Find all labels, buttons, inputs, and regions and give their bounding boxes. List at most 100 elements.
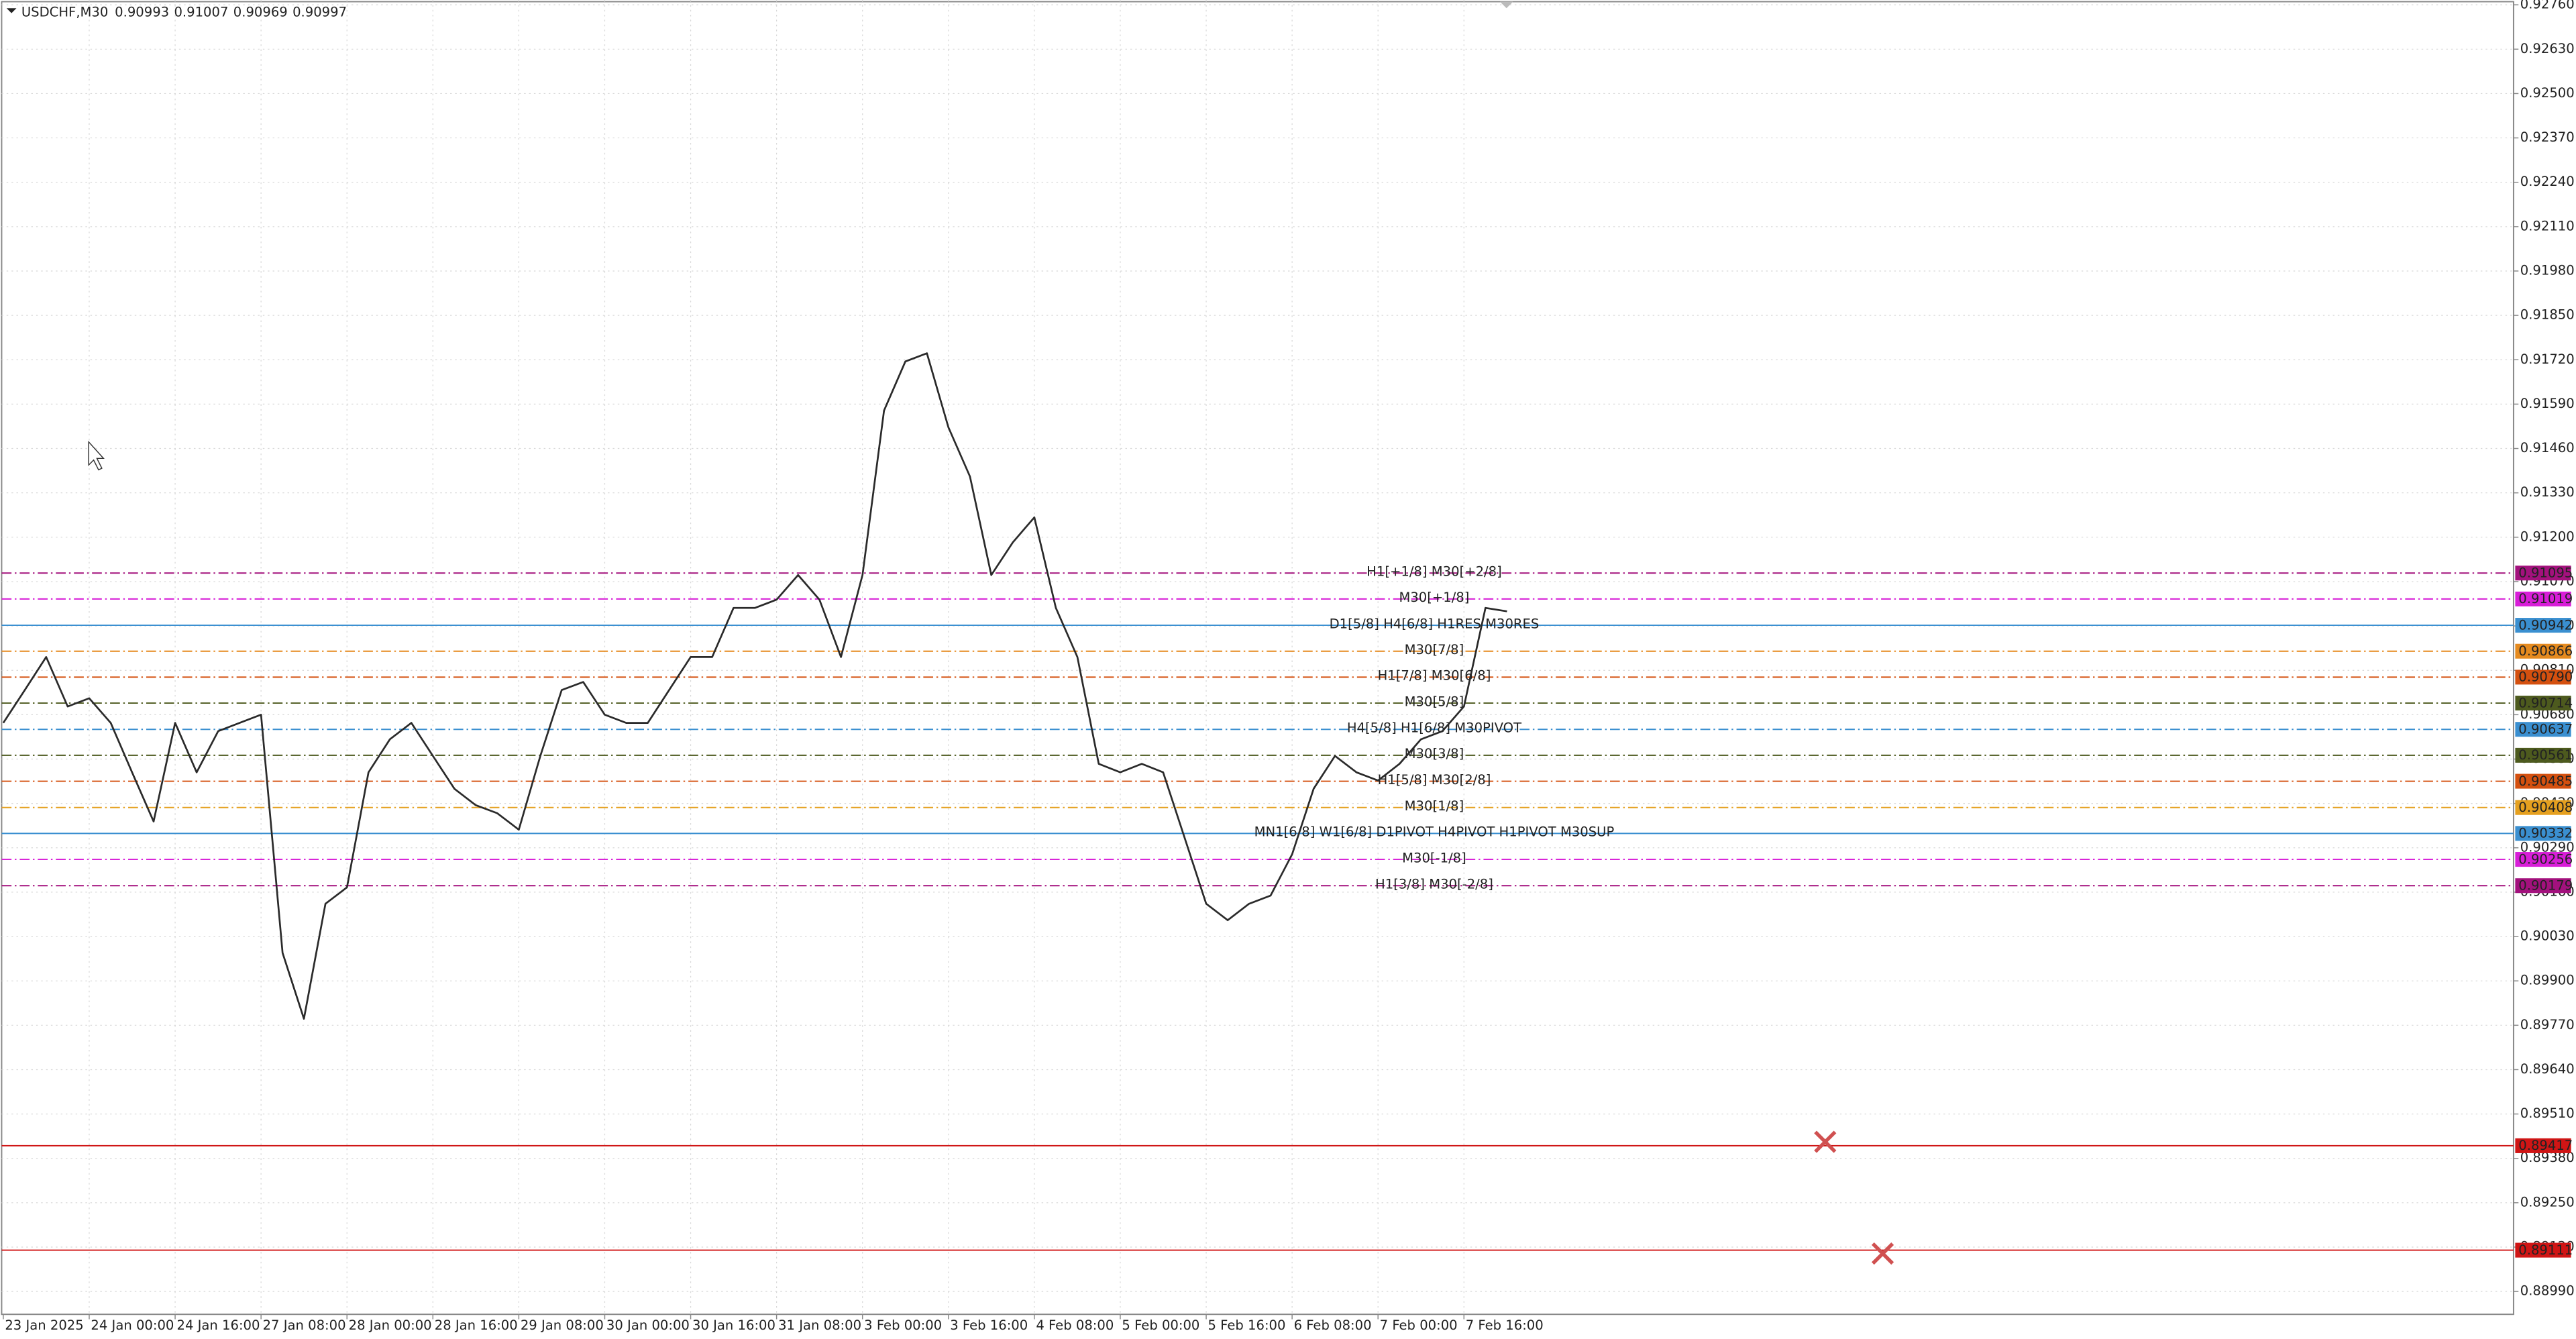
level-text: M30[3/8] bbox=[1405, 746, 1464, 761]
shift-marker[interactable] bbox=[1499, 1, 1513, 9]
level-text: H1[+1/8] M30[+2/8] bbox=[1366, 564, 1502, 580]
level-text: M30[5/8] bbox=[1405, 694, 1464, 709]
high: 0.91007 bbox=[174, 4, 228, 19]
y-tick-label: 0.91590 bbox=[2520, 396, 2575, 411]
open: 0.90993 bbox=[115, 4, 169, 19]
x-tick-label: 31 Jan 08:00 bbox=[778, 1318, 861, 1333]
level-text: H1[7/8] M30[6/8] bbox=[1378, 668, 1491, 684]
x-tick-label: 28 Jan 00:00 bbox=[349, 1318, 432, 1333]
x-tick-label: 29 Jan 08:00 bbox=[521, 1318, 604, 1333]
level-tag-label: 0.90179 bbox=[2518, 877, 2573, 893]
x-tick-label: 5 Feb 00:00 bbox=[1122, 1318, 1199, 1333]
level-tag bbox=[2515, 747, 2571, 763]
y-tick-label: 0.89250 bbox=[2520, 1194, 2575, 1210]
y-tick-label: 0.89640 bbox=[2520, 1061, 2575, 1077]
symbol: USDCHF,M30 bbox=[21, 4, 109, 19]
menu-arrow[interactable] bbox=[6, 8, 17, 13]
y-tick-label: 0.90290 bbox=[2520, 839, 2575, 855]
level-tag bbox=[2515, 826, 2571, 841]
y-tick-label: 0.88990 bbox=[2520, 1283, 2575, 1299]
level-tag bbox=[2515, 878, 2571, 894]
level-text: MN1[6/8] W1[6/8] D1PIVOT H4PIVOT H1PIVOT… bbox=[1254, 824, 1615, 840]
level-tag bbox=[2515, 722, 2571, 737]
level-tag bbox=[2515, 1242, 2571, 1258]
level-text: M30[1/8] bbox=[1405, 798, 1464, 814]
x-tick-label: 30 Jan 16:00 bbox=[692, 1318, 775, 1333]
mouse-cursor bbox=[88, 440, 105, 471]
x-tick-label: 5 Feb 16:00 bbox=[1208, 1318, 1285, 1333]
y-tick-label: 0.89900 bbox=[2520, 973, 2575, 988]
x-tick-label: 4 Feb 08:00 bbox=[1036, 1318, 1114, 1333]
level-tag bbox=[2515, 670, 2571, 685]
level-tag-label: 0.90790 bbox=[2518, 670, 2573, 685]
level-tag-label: 0.90714 bbox=[2518, 695, 2573, 710]
level-tag-label: 0.90408 bbox=[2518, 800, 2573, 815]
level-tag bbox=[2515, 591, 2571, 606]
y-tick-label: 0.91330 bbox=[2520, 484, 2575, 500]
level-text: M30[-1/8] bbox=[1402, 850, 1466, 865]
y-tick-label: 0.91720 bbox=[2520, 352, 2575, 367]
x-tick-label: 24 Jan 16:00 bbox=[177, 1318, 260, 1333]
y-tick-label: 0.92500 bbox=[2520, 85, 2575, 101]
grid bbox=[1, 0, 2514, 1315]
level-tag-label: 0.90332 bbox=[2518, 826, 2573, 841]
level-tag-label: 0.90256 bbox=[2518, 851, 2573, 867]
price bbox=[2, 352, 1507, 1020]
level-tag bbox=[2515, 618, 2571, 633]
level-tag bbox=[2515, 852, 2571, 867]
level-tag-label: 0.89111 bbox=[2518, 1242, 2573, 1258]
axes: 0.92760 0.92630 0.92500 0.92370 0.92240 0.921… bbox=[3, 0, 2575, 1333]
x-tick-label: 27 Jan 08:00 bbox=[263, 1318, 346, 1333]
level-text: H1[3/8] M30[-2/8] bbox=[1375, 877, 1493, 892]
level-tag-label: 0.91095 bbox=[2518, 565, 2573, 580]
x-tick-label: 24 Jan 00:00 bbox=[91, 1318, 174, 1333]
x-tick-label: 3 Feb 00:00 bbox=[864, 1318, 942, 1333]
y-tick-label: 0.92110 bbox=[2520, 218, 2575, 233]
y-tick-label: 0.91850 bbox=[2520, 307, 2575, 323]
close: 0.90997 bbox=[292, 4, 347, 19]
level-tag bbox=[2515, 800, 2571, 815]
level-tag bbox=[2515, 566, 2571, 581]
y-tick-label: 0.91200 bbox=[2520, 529, 2575, 544]
level-text: H4[5/8] H1[6/8] M30PIVOT bbox=[1347, 720, 1522, 736]
low: 0.90969 bbox=[233, 4, 288, 19]
y-tick-label: 0.91460 bbox=[2520, 440, 2575, 456]
y-tick-label: 0.92240 bbox=[2520, 174, 2575, 189]
level-tag-label: 0.90561 bbox=[2518, 747, 2573, 763]
chart-header: USDCHF,M30 0.90993 0.91007 0.90969 0.90997 bbox=[21, 4, 347, 19]
level-text: M30[+1/8] bbox=[1399, 590, 1469, 605]
delete-mark[interactable] bbox=[1871, 1242, 1894, 1265]
x-tick-label: 6 Feb 08:00 bbox=[1294, 1318, 1372, 1333]
x-tick-label: 23 Jan 2025 bbox=[5, 1318, 83, 1333]
x-tick-label: 30 Jan 00:00 bbox=[606, 1318, 690, 1333]
y-tick-label: 0.92760 bbox=[2520, 0, 2575, 12]
y-tick-label: 0.89770 bbox=[2520, 1017, 2575, 1032]
level-tag bbox=[2515, 696, 2571, 711]
level-tag bbox=[2515, 1138, 2571, 1153]
level-tag-label: 0.90637 bbox=[2518, 721, 2573, 737]
y-tick-label: 0.91980 bbox=[2520, 262, 2575, 278]
delete-mark[interactable] bbox=[1814, 1130, 1837, 1153]
level-tag-label: 0.90942 bbox=[2518, 617, 2573, 633]
x-tick-label: 7 Feb 16:00 bbox=[1466, 1318, 1544, 1333]
x-tick-label: 7 Feb 00:00 bbox=[1380, 1318, 1458, 1333]
level-tag-label: 0.91019 bbox=[2518, 591, 2573, 606]
level-tag-label: 0.90866 bbox=[2518, 643, 2573, 659]
x-tick-label: 3 Feb 16:00 bbox=[950, 1318, 1028, 1333]
level-tag-label: 0.89417 bbox=[2518, 1138, 2573, 1153]
y-tick-label: 0.92630 bbox=[2520, 41, 2575, 56]
plot-frame bbox=[1, 1, 2514, 1316]
level-text: D1[5/8] H4[6/8] H1RES M30RES bbox=[1330, 616, 1540, 631]
x-tick-label: 28 Jan 16:00 bbox=[435, 1318, 518, 1333]
levels: H1[+1/8] M30[+2/8] M30[+1/8] D1[5/8] H4[6/… bbox=[1, 564, 2514, 1251]
level-text: M30[7/8] bbox=[1405, 642, 1464, 657]
price-line bbox=[2, 352, 1507, 1020]
y-tick-label: 0.89510 bbox=[2520, 1106, 2575, 1121]
level-text: H1[5/8] M30[2/8] bbox=[1378, 772, 1491, 788]
level-tag bbox=[2515, 643, 2571, 659]
y-tick-label: 0.92370 bbox=[2520, 129, 2575, 145]
level-tag-label: 0.90485 bbox=[2518, 773, 2573, 789]
level-tag bbox=[2515, 773, 2571, 789]
